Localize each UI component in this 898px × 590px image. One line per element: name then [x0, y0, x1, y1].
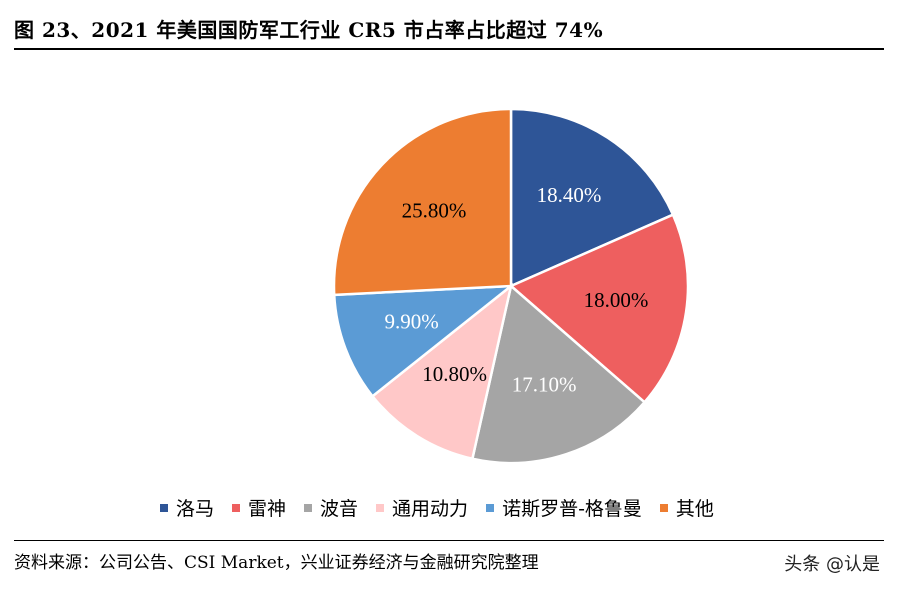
title-underline	[14, 48, 884, 50]
slice-value-label: 9.90%	[385, 309, 439, 333]
legend-item: 通用动力	[376, 494, 468, 521]
legend-item: 洛马	[160, 494, 214, 521]
pie-slice	[470, 283, 647, 465]
source-note: 资料来源：公司公告、CSI Market，兴业证券经济与金融研究院整理	[14, 553, 539, 573]
slice-value-label: 25.80%	[402, 199, 467, 223]
pie-slice	[370, 282, 513, 461]
pie-slice	[332, 284, 515, 398]
legend-swatch	[232, 503, 241, 512]
legend-label: 洛马	[176, 498, 215, 520]
legend-item: 波音	[304, 494, 358, 521]
legend-item: 雷神	[232, 494, 286, 521]
watermark: 头条 @认是	[784, 554, 880, 575]
legend-swatch	[160, 503, 168, 512]
chart-legend: 洛马 雷神 波音 通用动力 诺斯罗普-格鲁曼 其他	[160, 494, 732, 521]
slice-value-label: 10.80%	[422, 362, 487, 386]
legend-label: 通用动力	[392, 498, 469, 520]
slice-value-label: 17.10%	[512, 373, 577, 397]
legend-label: 雷神	[248, 498, 287, 520]
legend-label: 波音	[320, 498, 359, 520]
legend-swatch	[376, 503, 385, 512]
legend-swatch	[486, 503, 495, 512]
source-divider	[14, 540, 884, 541]
legend-label: 诺斯罗普-格鲁曼	[502, 498, 642, 520]
legend-label: 其他	[675, 498, 714, 520]
chart-title: 图 23、2021 年美国国防军工行业 CR5 市占率占比超过 74%	[14, 18, 604, 42]
pie-slice	[508, 213, 690, 404]
legend-item: 其他	[659, 494, 714, 521]
legend-swatch	[304, 503, 313, 512]
legend-item: 诺斯罗普-格鲁曼	[486, 494, 642, 521]
pie-chart: 18.40% 18.00% 17.10% 10.80% 9.90% 25.80%	[332, 107, 690, 465]
legend-swatch	[659, 503, 668, 512]
pie-slice	[332, 107, 513, 297]
slice-value-label: 18.40%	[537, 183, 602, 207]
pie-slice	[509, 107, 675, 288]
slice-value-label: 18.00%	[584, 288, 649, 312]
